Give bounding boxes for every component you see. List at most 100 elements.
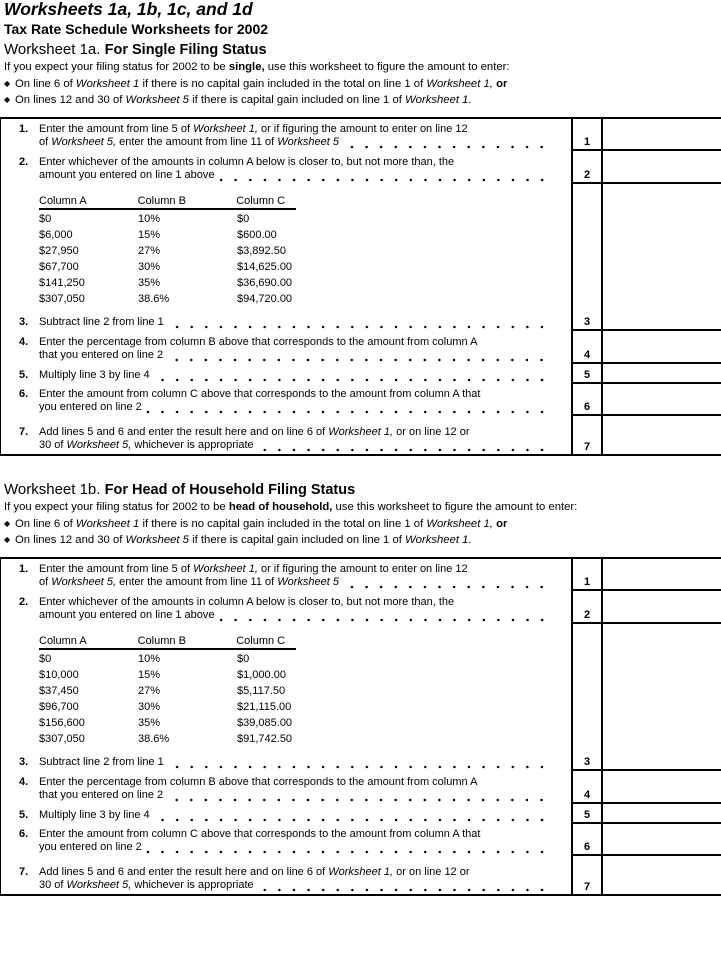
instruction-text: 30 of Worksheet 5, whichever is appropri… bbox=[39, 879, 254, 893]
line-number: 2. bbox=[19, 595, 29, 608]
line-number bbox=[19, 349, 39, 363]
dot-leader bbox=[167, 756, 549, 769]
instruction-line: of Worksheet 5, enter the amount from li… bbox=[19, 576, 549, 590]
text-segment: Enter the amount from column C above tha… bbox=[39, 387, 481, 400]
amount-entry-field[interactable] bbox=[603, 856, 721, 894]
bullet-icon: ◆ bbox=[4, 518, 11, 528]
instruction-text: that you entered on line 2 bbox=[39, 789, 163, 803]
worksheet-line-2: 2. Enter whichever of the amounts in colu… bbox=[1, 590, 721, 624]
text-segment: On lines 12 and 30 of bbox=[15, 534, 126, 546]
rate-table-row: $0 10% $0 bbox=[39, 211, 297, 227]
line-instruction: Column A Column B Column C $0 10% $0 $10,000 15… bbox=[1, 624, 571, 771]
instruction-text: Enter the amount from column C above tha… bbox=[39, 828, 480, 842]
text-segment: Worksheet 5 bbox=[125, 94, 189, 106]
amount-entry-field[interactable] bbox=[603, 364, 721, 384]
text-segment: Worksheet 5, bbox=[51, 576, 117, 588]
amount-entry-field[interactable] bbox=[603, 384, 721, 416]
rate-table-row: $6,000 15% $600.00 bbox=[39, 227, 297, 243]
instruction-text: you entered on line 2 bbox=[39, 401, 142, 415]
worksheet-line-4: 4. Enter the percentage from column B abo… bbox=[1, 330, 721, 364]
text-segment: amount you entered on line 1 above bbox=[39, 169, 215, 181]
line-instruction: Column A Column B Column C $0 10% $0 $6,000 15%… bbox=[1, 184, 571, 331]
rate-cell: $27,950 bbox=[39, 244, 79, 257]
line-number-box: 5 bbox=[571, 803, 603, 824]
instruction-text: Subtract line 2 from line 1 bbox=[39, 316, 164, 330]
text-segment: Worksheet 1, bbox=[328, 865, 394, 878]
dot-leader bbox=[167, 316, 549, 329]
amount-entry-field[interactable] bbox=[603, 771, 721, 804]
line-number-box: 7 bbox=[571, 855, 603, 894]
text-segment: head of household, bbox=[228, 501, 333, 513]
text-segment: Worksheet 5 bbox=[277, 576, 340, 588]
line-number-box: 1 bbox=[571, 558, 603, 591]
text-segment: Worksheet 1 bbox=[405, 534, 469, 546]
instruction-text: 30 of Worksheet 5, whichever is appropri… bbox=[39, 439, 254, 453]
rate-cell: 35% bbox=[138, 716, 161, 729]
worksheet-heading: Worksheet 1b. For Head of Household Fili… bbox=[4, 480, 721, 499]
line-number-label: 2 bbox=[583, 608, 591, 621]
rate-cell: $94,720.00 bbox=[237, 292, 293, 305]
dot-leader bbox=[153, 809, 549, 822]
instruction-text: of Worksheet 5, enter the amount from li… bbox=[39, 576, 339, 590]
worksheet-number: Worksheet 1a. bbox=[4, 41, 101, 58]
worksheet-intro: If you expect your filing status for 200… bbox=[4, 499, 721, 549]
text-segment: Worksheet 5 bbox=[125, 534, 189, 546]
rate-table-row: $156,600 35% $39,085.00 bbox=[39, 715, 297, 731]
dot-leader bbox=[153, 369, 549, 382]
amount-entry-field[interactable] bbox=[603, 824, 721, 856]
amount-entry-field[interactable] bbox=[603, 591, 721, 624]
text-segment: Add lines 5 and 6 and enter the result h… bbox=[39, 425, 329, 438]
amount-entry-field[interactable] bbox=[603, 416, 721, 454]
worksheet-1b: Worksheet 1b. For Head of Household Fili… bbox=[0, 480, 721, 896]
line-number: 4. bbox=[19, 335, 29, 348]
dot-leader bbox=[257, 439, 549, 452]
amount-entry-field[interactable] bbox=[603, 624, 721, 771]
rate-cell: $141,250 bbox=[39, 276, 85, 289]
rate-table-row: $307,050 38.6% $91,742.50 bbox=[39, 731, 297, 747]
text-segment: you entered on line 2 bbox=[39, 401, 142, 413]
line-instruction: 4. Enter the percentage from column B abo… bbox=[1, 771, 571, 804]
line-number-label: 3 bbox=[583, 315, 591, 328]
amount-entry-field[interactable] bbox=[603, 804, 721, 824]
rate-cell: 35% bbox=[138, 276, 161, 289]
line-number-box: 3 bbox=[571, 183, 603, 331]
amount-entry-field[interactable] bbox=[603, 184, 721, 331]
rate-column-header: Column A bbox=[39, 194, 87, 207]
text-segment: whichever is appropriate bbox=[131, 879, 254, 891]
line-number bbox=[19, 401, 39, 415]
line-number-box: 6 bbox=[571, 383, 603, 416]
line-number: 5. bbox=[19, 369, 29, 381]
text-segment: Worksheet 1 bbox=[405, 94, 469, 106]
line-number: 2. bbox=[19, 155, 29, 168]
amount-entry-field[interactable] bbox=[603, 119, 721, 151]
amount-entry-field[interactable] bbox=[603, 331, 721, 364]
text-segment: On line 6 of bbox=[15, 517, 76, 530]
amount-entry-field[interactable] bbox=[603, 559, 721, 591]
worksheet-line-3: Column A Column B Column C $0 10% $0 $10,000 15… bbox=[1, 623, 721, 771]
amount-entry-field[interactable] bbox=[603, 151, 721, 184]
text-segment: . bbox=[468, 534, 472, 546]
text-segment: Worksheet 5, bbox=[51, 136, 117, 148]
instruction-line: 4. Enter the percentage from column B abo… bbox=[19, 336, 549, 350]
instruction-text: Enter the percentage from column B above… bbox=[39, 336, 477, 350]
rate-cell: $3,892.50 bbox=[237, 244, 286, 257]
text-segment: On line 6 of bbox=[15, 77, 76, 90]
text-segment: if there is capital gain included on lin… bbox=[188, 94, 405, 106]
text-segment: or bbox=[496, 517, 508, 530]
text-segment: Worksheet 5 bbox=[277, 136, 340, 148]
text-segment: Add lines 5 and 6 and enter the result h… bbox=[39, 865, 329, 878]
worksheet-heading: Worksheet 1a. For Single Filing Status bbox=[4, 40, 721, 59]
text-segment: Worksheet 1, bbox=[328, 425, 394, 438]
instruction-text: that you entered on line 2 bbox=[39, 349, 163, 363]
dot-leader bbox=[343, 576, 549, 589]
instruction-line: 30 of Worksheet 5, whichever is appropri… bbox=[19, 439, 549, 453]
worksheet-line-5: 5. Multiply line 3 by line 4 5 bbox=[1, 363, 721, 384]
document-title: Worksheets 1a, 1b, 1c, and 1d bbox=[4, 0, 253, 19]
worksheet-line-7: 7. Add lines 5 and 6 and enter the result… bbox=[1, 855, 721, 894]
rate-cell: $39,085.00 bbox=[237, 716, 293, 729]
text-segment: Multiply line 3 by line 4 bbox=[39, 809, 150, 821]
instruction-line: you entered on line 2 bbox=[19, 841, 549, 855]
rate-table-row: $141,250 35% $36,690.00 bbox=[39, 275, 297, 291]
line-number-label: 4 bbox=[583, 788, 591, 801]
text-segment: if there is no capital gain included in … bbox=[139, 517, 427, 530]
